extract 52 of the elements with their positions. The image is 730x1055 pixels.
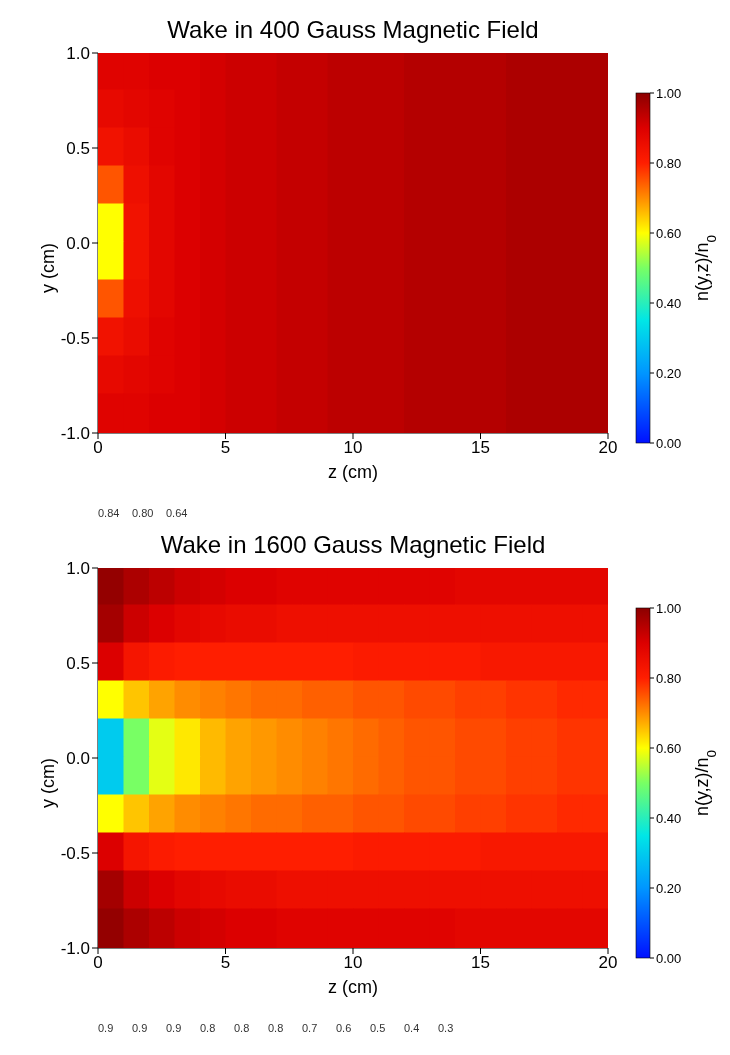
x-tick-label: 10 bbox=[343, 438, 363, 458]
x-tick-label: 0 bbox=[93, 953, 103, 973]
x-tick-label: 10 bbox=[343, 953, 363, 973]
text: 0.5 bbox=[370, 1022, 386, 1034]
color-bar-label: 1.00 bbox=[656, 86, 682, 101]
x-axis-title: z (cm) bbox=[328, 976, 378, 997]
text: 0.9 bbox=[132, 1022, 148, 1034]
y-axis-title: y (cm) bbox=[38, 758, 59, 808]
color-bar-label: 0.00 bbox=[656, 436, 682, 451]
color-bar-label: 0.20 bbox=[656, 366, 682, 381]
color-bar-label: 0.80 bbox=[656, 156, 682, 171]
x-tick-label: 15 bbox=[471, 953, 490, 973]
text: 0.9 bbox=[166, 1022, 182, 1034]
y-tick-label: -0.5 bbox=[60, 844, 90, 864]
x-tick-label: 20 bbox=[598, 438, 618, 458]
color-bar-label: 0.80 bbox=[656, 671, 682, 686]
y-tick-label: 0.0 bbox=[66, 234, 90, 254]
color-bar-label: 0.60 bbox=[656, 741, 682, 756]
y-tick-label: 0.5 bbox=[66, 654, 90, 674]
y-tick-label: -1.0 bbox=[60, 424, 90, 444]
chart-title: Wake in 1600 Gauss Magnetic Field bbox=[160, 531, 546, 558]
text: 0.9 bbox=[98, 1022, 114, 1034]
text: 0.8 bbox=[268, 1022, 284, 1034]
text: 0.3 bbox=[438, 1022, 454, 1034]
x-tick-label: 20 bbox=[598, 953, 618, 973]
text: 0.4 bbox=[404, 1022, 420, 1034]
color-bar-label: 0.20 bbox=[656, 881, 682, 896]
y-tick-label: 0.5 bbox=[66, 139, 90, 159]
x-tick-label: 15 bbox=[471, 438, 490, 458]
x-tick-label: 5 bbox=[220, 953, 231, 973]
chart-title: Wake in 400 Gauss Magnetic Field bbox=[167, 16, 539, 43]
y-axis-title: y (cm) bbox=[38, 243, 59, 293]
color-bar-label: 0.60 bbox=[656, 226, 682, 241]
text: 0.8 bbox=[200, 1022, 216, 1034]
x-axis-title: z (cm) bbox=[328, 461, 378, 482]
text: 0.80 bbox=[132, 507, 154, 519]
text: 0.8 bbox=[234, 1022, 250, 1034]
text: 0.64 bbox=[166, 507, 188, 519]
y-tick-label: -0.5 bbox=[60, 329, 90, 349]
color-bar-label: 0.40 bbox=[656, 296, 682, 311]
y-tick-label: -1.0 bbox=[60, 939, 90, 959]
color-bar-label: 1.00 bbox=[656, 601, 682, 616]
x-tick-label: 0 bbox=[93, 438, 103, 458]
y-tick-label: 1.0 bbox=[66, 559, 90, 579]
x-tick-label: 5 bbox=[220, 438, 231, 458]
color-bar-label: 0.00 bbox=[656, 951, 682, 966]
text: 0.84 bbox=[98, 507, 120, 519]
y-tick-label: 0.0 bbox=[66, 749, 90, 769]
y-tick-label: 1.0 bbox=[66, 44, 90, 64]
text: 0.7 bbox=[302, 1022, 318, 1034]
text: 0.6 bbox=[336, 1022, 352, 1034]
color-bar-label: 0.40 bbox=[656, 811, 682, 826]
